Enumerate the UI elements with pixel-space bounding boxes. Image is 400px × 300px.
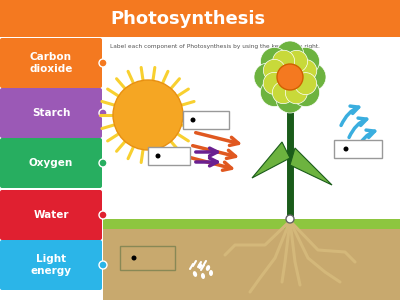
Circle shape xyxy=(190,118,196,122)
Text: Carbon
dioxide: Carbon dioxide xyxy=(29,52,73,74)
Polygon shape xyxy=(290,148,332,185)
Ellipse shape xyxy=(201,273,205,279)
Circle shape xyxy=(292,47,320,75)
Circle shape xyxy=(286,215,294,223)
Circle shape xyxy=(286,50,308,72)
Circle shape xyxy=(254,63,282,91)
FancyBboxPatch shape xyxy=(183,111,229,129)
Ellipse shape xyxy=(198,263,202,269)
Text: Photosynthesis: Photosynthesis xyxy=(110,10,265,28)
Circle shape xyxy=(99,59,107,67)
FancyBboxPatch shape xyxy=(0,190,102,240)
Text: Starch: Starch xyxy=(32,108,70,118)
Circle shape xyxy=(277,64,303,90)
Text: Light
energy: Light energy xyxy=(30,254,72,276)
Circle shape xyxy=(99,159,107,167)
Text: Oxygen: Oxygen xyxy=(29,158,73,168)
FancyBboxPatch shape xyxy=(0,138,102,188)
FancyBboxPatch shape xyxy=(334,140,382,158)
Circle shape xyxy=(344,146,348,152)
Circle shape xyxy=(99,109,107,117)
Circle shape xyxy=(295,60,317,82)
Circle shape xyxy=(292,79,320,106)
Ellipse shape xyxy=(193,271,197,277)
FancyBboxPatch shape xyxy=(0,0,400,37)
FancyBboxPatch shape xyxy=(103,219,400,229)
Circle shape xyxy=(273,50,295,72)
Polygon shape xyxy=(252,142,290,178)
Circle shape xyxy=(113,80,183,150)
Circle shape xyxy=(263,72,285,94)
Circle shape xyxy=(132,256,136,260)
Ellipse shape xyxy=(206,265,210,271)
FancyBboxPatch shape xyxy=(103,38,400,300)
FancyBboxPatch shape xyxy=(0,240,102,290)
FancyBboxPatch shape xyxy=(148,147,190,165)
Circle shape xyxy=(99,211,107,219)
FancyBboxPatch shape xyxy=(103,228,400,300)
Circle shape xyxy=(298,63,326,91)
FancyBboxPatch shape xyxy=(0,88,102,138)
Circle shape xyxy=(99,261,107,269)
Circle shape xyxy=(272,82,294,104)
FancyBboxPatch shape xyxy=(120,246,175,270)
Circle shape xyxy=(276,85,304,113)
Text: Label each component of Photosynthesis by using the key on the right.: Label each component of Photosynthesis b… xyxy=(110,44,320,49)
Ellipse shape xyxy=(209,270,213,276)
Circle shape xyxy=(295,73,317,94)
FancyBboxPatch shape xyxy=(0,38,102,88)
Circle shape xyxy=(260,47,288,75)
Circle shape xyxy=(263,59,285,81)
Text: Water: Water xyxy=(33,210,69,220)
Circle shape xyxy=(276,41,304,69)
Circle shape xyxy=(260,79,288,106)
Circle shape xyxy=(285,82,307,104)
Circle shape xyxy=(156,154,160,158)
